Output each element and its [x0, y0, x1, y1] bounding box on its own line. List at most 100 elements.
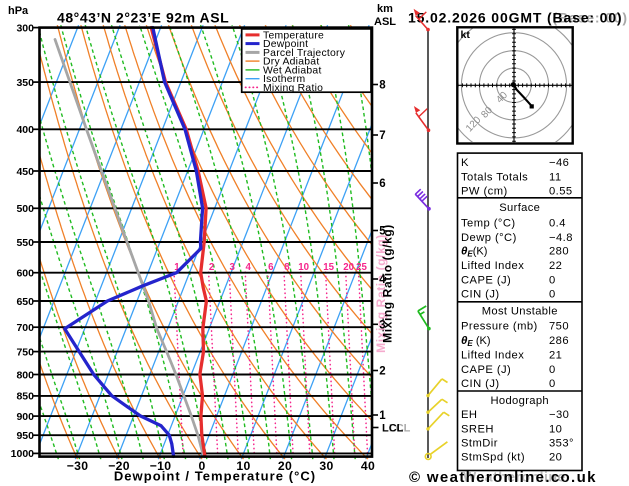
svg-text:1000: 1000 — [11, 448, 35, 460]
svg-text:CAPE (J): CAPE (J) — [461, 364, 511, 376]
svg-text:Hodograph: Hodograph — [490, 395, 549, 407]
svg-text:−30: −30 — [549, 409, 569, 421]
svg-text:km: km — [377, 3, 393, 15]
svg-text:850: 850 — [16, 391, 34, 403]
svg-text:Isotherm: Isotherm — [263, 74, 305, 85]
svg-text:6: 6 — [268, 262, 274, 273]
svg-text:© weatheronline.co.uk: © weatheronline.co.uk — [409, 469, 597, 486]
svg-text:Mixing Ratio (g/kg): Mixing Ratio (g/kg) — [374, 234, 388, 353]
svg-text:hPa: hPa — [8, 5, 29, 17]
svg-text:400: 400 — [16, 124, 34, 136]
svg-text:30: 30 — [319, 459, 333, 473]
svg-text:48°43’N 2°23’E 92m ASL: 48°43’N 2°23’E 92m ASL — [57, 10, 229, 26]
svg-text:0: 0 — [549, 274, 556, 286]
svg-text:EH: EH — [461, 409, 477, 421]
svg-text:10: 10 — [298, 262, 309, 273]
svg-text:22: 22 — [549, 260, 562, 272]
svg-text:300: 300 — [16, 22, 34, 34]
svg-text:Lifted Index: Lifted Index — [461, 260, 524, 272]
svg-text:Surface: Surface — [499, 202, 540, 214]
svg-text:Lifted Index: Lifted Index — [461, 350, 524, 362]
svg-text:−4.8: −4.8 — [549, 232, 573, 244]
svg-text:700: 700 — [16, 322, 34, 334]
svg-text:25: 25 — [356, 262, 367, 273]
svg-text:Temperature: Temperature — [263, 30, 324, 41]
svg-text:Mixing Ratio: Mixing Ratio — [263, 83, 323, 94]
svg-text:2: 2 — [209, 262, 214, 273]
svg-text:LCL: LCL — [389, 423, 411, 435]
svg-text:8: 8 — [379, 80, 386, 92]
svg-text:0.4: 0.4 — [549, 217, 566, 229]
svg-text:450: 450 — [16, 166, 34, 178]
svg-text:650: 650 — [16, 296, 34, 308]
svg-text:Temp (°C): Temp (°C) — [461, 217, 516, 229]
svg-text:950: 950 — [16, 430, 34, 442]
svg-text:15.02.2026 00GMT (Base: 00): 15.02.2026 00GMT (Base: 00) — [408, 9, 622, 25]
svg-text:CIN (J): CIN (J) — [461, 288, 500, 300]
svg-text:7: 7 — [379, 130, 385, 142]
svg-text:−20: −20 — [108, 459, 130, 473]
svg-text:θE (K): θE (K) — [461, 335, 491, 348]
svg-text:Weatheronline: Weatheronline — [463, 469, 566, 485]
svg-text:CAPE (J): CAPE (J) — [461, 274, 511, 286]
svg-text:StmSpd (kt): StmSpd (kt) — [461, 452, 525, 464]
svg-text:Most Unstable: Most Unstable — [482, 305, 558, 317]
svg-text:SREH: SREH — [461, 423, 494, 435]
svg-text:−46: −46 — [549, 157, 569, 169]
svg-text:0: 0 — [549, 364, 556, 376]
svg-text:8: 8 — [284, 262, 290, 273]
svg-text:Dewp (°C): Dewp (°C) — [461, 232, 517, 244]
svg-text:0.55: 0.55 — [549, 185, 573, 197]
svg-text:20: 20 — [343, 262, 354, 273]
svg-text:(Base: 00): (Base: 00) — [553, 10, 628, 26]
svg-text:20: 20 — [549, 452, 562, 464]
svg-text:1: 1 — [174, 262, 180, 273]
svg-text:350: 350 — [16, 77, 34, 89]
svg-text:600: 600 — [16, 268, 34, 280]
svg-text:5: 5 — [379, 226, 386, 238]
svg-text:Dry Adiabat: Dry Adiabat — [263, 57, 319, 68]
svg-text:550: 550 — [16, 237, 34, 249]
svg-text:750: 750 — [549, 320, 569, 332]
svg-text:10: 10 — [236, 459, 250, 473]
svg-text:20: 20 — [278, 459, 292, 473]
svg-text:40: 40 — [361, 459, 375, 473]
svg-text:353°: 353° — [549, 437, 574, 449]
svg-text:kt: kt — [461, 29, 471, 41]
svg-text:900: 900 — [16, 411, 34, 423]
svg-text:6: 6 — [379, 178, 385, 190]
svg-text:Wet Adiabat: Wet Adiabat — [263, 65, 322, 76]
svg-text:1: 1 — [379, 410, 386, 422]
svg-text:2: 2 — [379, 366, 385, 378]
svg-text:−10: −10 — [150, 459, 172, 473]
svg-text:3: 3 — [230, 262, 236, 273]
svg-text:ASL: ASL — [374, 16, 396, 28]
svg-text:Mixing Ratio (g/kg): Mixing Ratio (g/kg) — [381, 224, 395, 343]
svg-text:500: 500 — [16, 203, 34, 215]
svg-text:4: 4 — [379, 274, 386, 286]
svg-text:K: K — [461, 157, 469, 169]
svg-text:0: 0 — [198, 459, 205, 473]
svg-text:Dewpoint / Temperature (°C): Dewpoint / Temperature (°C) — [114, 469, 316, 484]
svg-text:11: 11 — [549, 171, 562, 183]
svg-text:Dewpoint: Dewpoint — [263, 39, 308, 50]
svg-text:286: 286 — [549, 335, 569, 347]
svg-text:280: 280 — [549, 246, 569, 258]
svg-text:0: 0 — [549, 378, 556, 390]
svg-text:PW (cm): PW (cm) — [461, 185, 508, 197]
svg-text:Pressure (mb): Pressure (mb) — [461, 320, 538, 332]
svg-text:15: 15 — [323, 262, 334, 273]
svg-text:10: 10 — [549, 423, 562, 435]
svg-text:θE(K): θE(K) — [461, 246, 487, 259]
svg-text:750: 750 — [16, 346, 34, 358]
svg-text:0: 0 — [549, 288, 556, 300]
svg-text:21: 21 — [549, 350, 562, 362]
svg-text:Totals Totals: Totals Totals — [461, 171, 528, 183]
svg-text:4: 4 — [246, 262, 252, 273]
svg-text:LCL: LCL — [382, 423, 404, 435]
svg-text:800: 800 — [16, 369, 34, 381]
svg-text:CIN (J): CIN (J) — [461, 378, 500, 390]
svg-text:Parcel Trajectory: Parcel Trajectory — [263, 48, 346, 59]
svg-text:StmDir: StmDir — [461, 437, 498, 449]
svg-text:−30: −30 — [67, 459, 89, 473]
